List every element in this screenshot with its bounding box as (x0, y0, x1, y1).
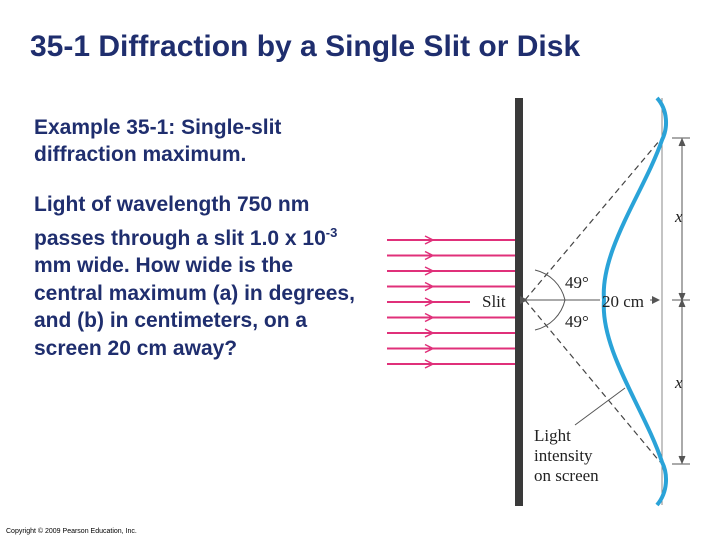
intensity-label: intensity (534, 446, 593, 465)
title: 35-1 Diffraction by a Single Slit or Dis… (30, 30, 581, 63)
example: Example 35-1: Single-slit diffraction ma… (34, 116, 282, 166)
angle-label: 49° (565, 312, 589, 331)
intensity-label: Light (534, 426, 571, 445)
intensity-curve (601, 96, 668, 507)
problem-text: Light of wavelength 750 nm passes throug… (34, 193, 326, 250)
angle-label: 49° (565, 273, 589, 292)
exponent: -3 (325, 224, 338, 240)
copyright: Copyright © 2009 Pearson Education, Inc. (6, 528, 137, 535)
barrier (515, 98, 523, 506)
slit-label: Slit (482, 292, 506, 311)
problem-text: mm wide. How wide is the central maximum… (34, 254, 355, 360)
intensity-label: on screen (534, 466, 599, 485)
x-label: x (674, 373, 683, 392)
x-label: x (674, 207, 683, 226)
distance-label: 20 cm (602, 292, 644, 311)
problem: Light of wavelength 750 nm passes throug… (34, 191, 356, 362)
light-rays (387, 239, 515, 365)
